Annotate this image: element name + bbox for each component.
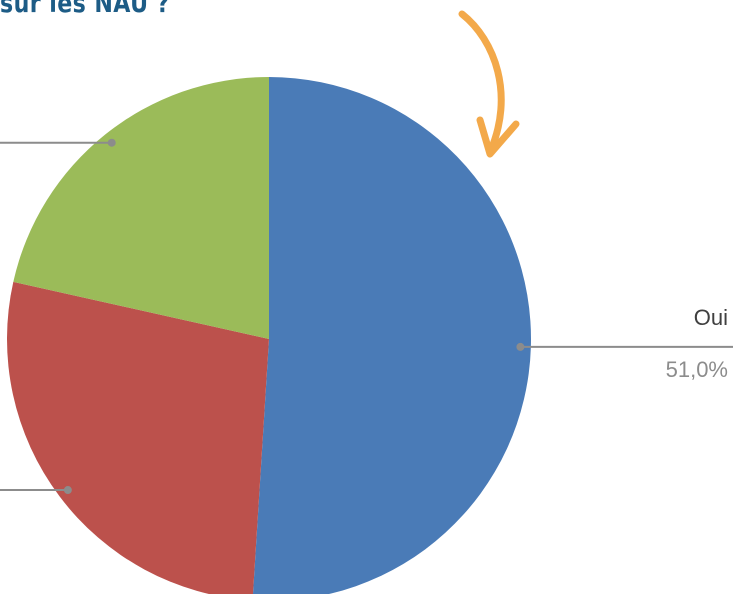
leader-dot [516,342,525,351]
pie-slice-oui [252,77,531,594]
pie-slices [7,77,531,594]
leader-dot [107,138,116,147]
curved-arrow-down-icon [458,10,520,158]
slice-percent-label: 51,0% [666,357,728,382]
leader-lines [0,138,733,495]
chart-title: sur les NAU ? [0,0,170,19]
pie-slice-2 [7,281,269,594]
slice-label: Oui [694,305,728,330]
pie-slice-3 [13,77,269,339]
leader-dot [63,486,72,495]
slice-labels: Oui 51,0% [666,305,728,382]
